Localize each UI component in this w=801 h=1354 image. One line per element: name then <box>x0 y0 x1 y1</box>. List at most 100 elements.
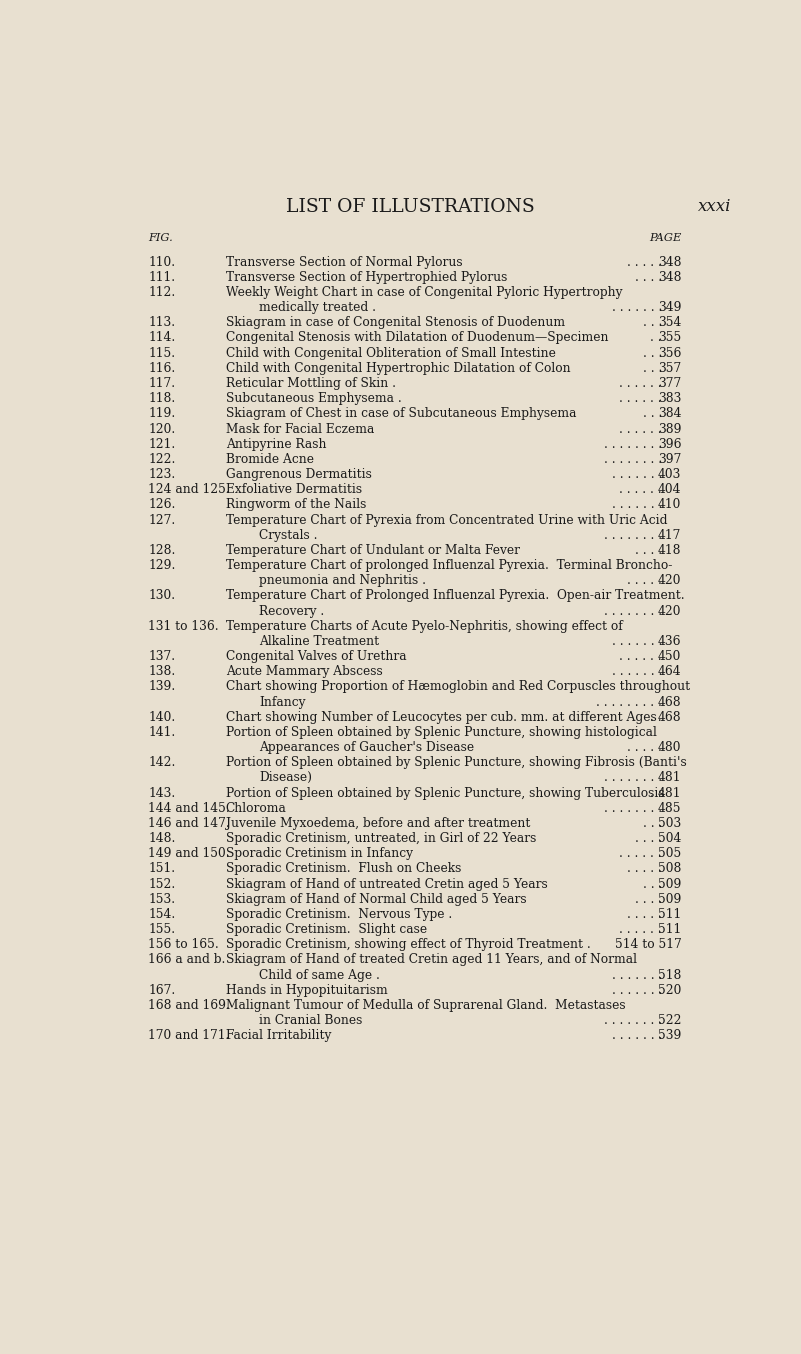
Text: 354: 354 <box>658 317 682 329</box>
Text: 481: 481 <box>658 787 682 800</box>
Text: Temperature Chart of prolonged Influenzal Pyrexia.  Terminal Broncho-: Temperature Chart of prolonged Influenza… <box>226 559 672 571</box>
Text: 168 and 169.: 168 and 169. <box>148 999 230 1011</box>
Text: 355: 355 <box>658 332 682 344</box>
Text: Appearances of Gaucher's Disease: Appearances of Gaucher's Disease <box>259 741 474 754</box>
Text: Subcutaneous Emphysema .: Subcutaneous Emphysema . <box>226 393 401 405</box>
Text: 124 and 125.: 124 and 125. <box>148 483 230 496</box>
Text: Temperature Chart of Pyrexia from Concentrated Urine with Uric Acid: Temperature Chart of Pyrexia from Concen… <box>226 513 667 527</box>
Text: . . . . . .: . . . . . . <box>619 376 662 390</box>
Text: pneumonia and Nephritis .: pneumonia and Nephritis . <box>259 574 426 588</box>
Text: Skiagram of Hand of treated Cretin aged 11 Years, and of Normal: Skiagram of Hand of treated Cretin aged … <box>226 953 637 967</box>
Text: Skiagram in case of Congenital Stenosis of Duodenum: Skiagram in case of Congenital Stenosis … <box>226 317 565 329</box>
Text: 114.: 114. <box>148 332 175 344</box>
Text: . . . . . . . .: . . . . . . . . <box>604 452 662 466</box>
Text: Alkaline Treatment: Alkaline Treatment <box>259 635 379 647</box>
Text: Sporadic Cretinism, untreated, in Girl of 22 Years: Sporadic Cretinism, untreated, in Girl o… <box>226 833 536 845</box>
Text: Transverse Section of Hypertrophied Pylorus: Transverse Section of Hypertrophied Pylo… <box>226 271 507 284</box>
Text: Skiagram of Chest in case of Subcutaneous Emphysema: Skiagram of Chest in case of Subcutaneou… <box>226 408 576 420</box>
Text: Bromide Acne: Bromide Acne <box>226 452 314 466</box>
Text: 121.: 121. <box>148 437 175 451</box>
Text: Portion of Spleen obtained by Splenic Puncture, showing Tuberculosis: Portion of Spleen obtained by Splenic Pu… <box>226 787 664 800</box>
Text: 142.: 142. <box>148 757 175 769</box>
Text: Congenital Stenosis with Dilatation of Duodenum—Specimen: Congenital Stenosis with Dilatation of D… <box>226 332 608 344</box>
Text: 151.: 151. <box>148 862 175 876</box>
Text: . . .: . . . <box>642 408 662 420</box>
Text: 166 a and b.: 166 a and b. <box>148 953 226 967</box>
Text: 143.: 143. <box>148 787 175 800</box>
Text: Ringworm of the Nails: Ringworm of the Nails <box>226 498 366 512</box>
Text: 167.: 167. <box>148 984 175 997</box>
Text: . . . . .: . . . . . <box>627 862 662 876</box>
Text: . . . . . . . .: . . . . . . . . <box>604 437 662 451</box>
Text: 464: 464 <box>658 665 682 678</box>
Text: Portion of Spleen obtained by Splenic Puncture, showing Fibrosis (Banti's: Portion of Spleen obtained by Splenic Pu… <box>226 757 686 769</box>
Text: . . . .: . . . . <box>635 892 662 906</box>
Text: . . . .: . . . . <box>635 544 662 556</box>
Text: 154.: 154. <box>148 909 175 921</box>
Text: 511: 511 <box>658 923 682 936</box>
Text: Chart showing Number of Leucocytes per cub. mm. at different Ages: Chart showing Number of Leucocytes per c… <box>226 711 657 724</box>
Text: 117.: 117. <box>148 376 175 390</box>
Text: . . . . . . . .: . . . . . . . . <box>604 802 662 815</box>
Text: 357: 357 <box>658 362 682 375</box>
Text: 509: 509 <box>658 877 682 891</box>
Text: Juvenile Myxoedema, before and after treatment: Juvenile Myxoedema, before and after tre… <box>226 816 530 830</box>
Text: 152.: 152. <box>148 877 175 891</box>
Text: medically treated .: medically treated . <box>259 301 376 314</box>
Text: 539: 539 <box>658 1029 682 1043</box>
Text: Congenital Valves of Urethra: Congenital Valves of Urethra <box>226 650 406 663</box>
Text: 155.: 155. <box>148 923 175 936</box>
Text: 118.: 118. <box>148 393 175 405</box>
Text: PAGE: PAGE <box>649 233 682 244</box>
Text: 128.: 128. <box>148 544 175 556</box>
Text: . . . . . .: . . . . . . <box>619 650 662 663</box>
Text: Disease): Disease) <box>259 772 312 784</box>
Text: . . . . . . .: . . . . . . . <box>612 635 662 647</box>
Text: . . . . . .: . . . . . . <box>619 923 662 936</box>
Text: 122.: 122. <box>148 452 175 466</box>
Text: . . . . .: . . . . . <box>627 909 662 921</box>
Text: Sporadic Cretinism, showing effect of Thyroid Treatment .: Sporadic Cretinism, showing effect of Th… <box>226 938 590 952</box>
Text: 396: 396 <box>658 437 682 451</box>
Text: 481: 481 <box>658 772 682 784</box>
Text: 141.: 141. <box>148 726 175 739</box>
Text: . . . .: . . . . <box>635 833 662 845</box>
Text: 349: 349 <box>658 301 682 314</box>
Text: Transverse Section of Normal Pylorus: Transverse Section of Normal Pylorus <box>226 256 462 268</box>
Text: 148.: 148. <box>148 833 175 845</box>
Text: Child of same Age .: Child of same Age . <box>259 968 380 982</box>
Text: Reticular Mottling of Skin .: Reticular Mottling of Skin . <box>226 376 396 390</box>
Text: . . .: . . . <box>642 877 662 891</box>
Text: . . .: . . . <box>642 347 662 360</box>
Text: xxxi: xxxi <box>698 198 732 215</box>
Text: . .: . . <box>650 787 662 800</box>
Text: . . . . . . . .: . . . . . . . . <box>604 1014 662 1028</box>
Text: . . . . . .: . . . . . . <box>619 393 662 405</box>
Text: 127.: 127. <box>148 513 175 527</box>
Text: 480: 480 <box>658 741 682 754</box>
Text: 123.: 123. <box>148 468 175 481</box>
Text: LIST OF ILLUSTRATIONS: LIST OF ILLUSTRATIONS <box>286 198 535 215</box>
Text: . . . . . . . .: . . . . . . . . <box>604 604 662 617</box>
Text: 146 and 147.: 146 and 147. <box>148 816 230 830</box>
Text: Temperature Chart of Prolonged Influenzal Pyrexia.  Open-air Treatment.: Temperature Chart of Prolonged Influenza… <box>226 589 684 603</box>
Text: . . .: . . . <box>642 362 662 375</box>
Text: 383: 383 <box>658 393 682 405</box>
Text: . .: . . <box>650 332 662 344</box>
Text: 410: 410 <box>658 498 682 512</box>
Text: Sporadic Cretinism.  Slight case: Sporadic Cretinism. Slight case <box>226 923 427 936</box>
Text: 520: 520 <box>658 984 682 997</box>
Text: . . . . .: . . . . . <box>627 741 662 754</box>
Text: . . . .: . . . . <box>635 271 662 284</box>
Text: 485: 485 <box>658 802 682 815</box>
Text: FIG.: FIG. <box>148 233 173 244</box>
Text: Hands in Hypopituitarism: Hands in Hypopituitarism <box>226 984 388 997</box>
Text: 417: 417 <box>658 528 682 542</box>
Text: . . . . . . . .: . . . . . . . . <box>604 772 662 784</box>
Text: 420: 420 <box>658 574 682 588</box>
Text: . . . . . . . .: . . . . . . . . <box>604 528 662 542</box>
Text: Acute Mammary Abscess: Acute Mammary Abscess <box>226 665 382 678</box>
Text: 420: 420 <box>658 604 682 617</box>
Text: . . . . . .: . . . . . . <box>619 848 662 860</box>
Text: . .: . . <box>650 711 662 724</box>
